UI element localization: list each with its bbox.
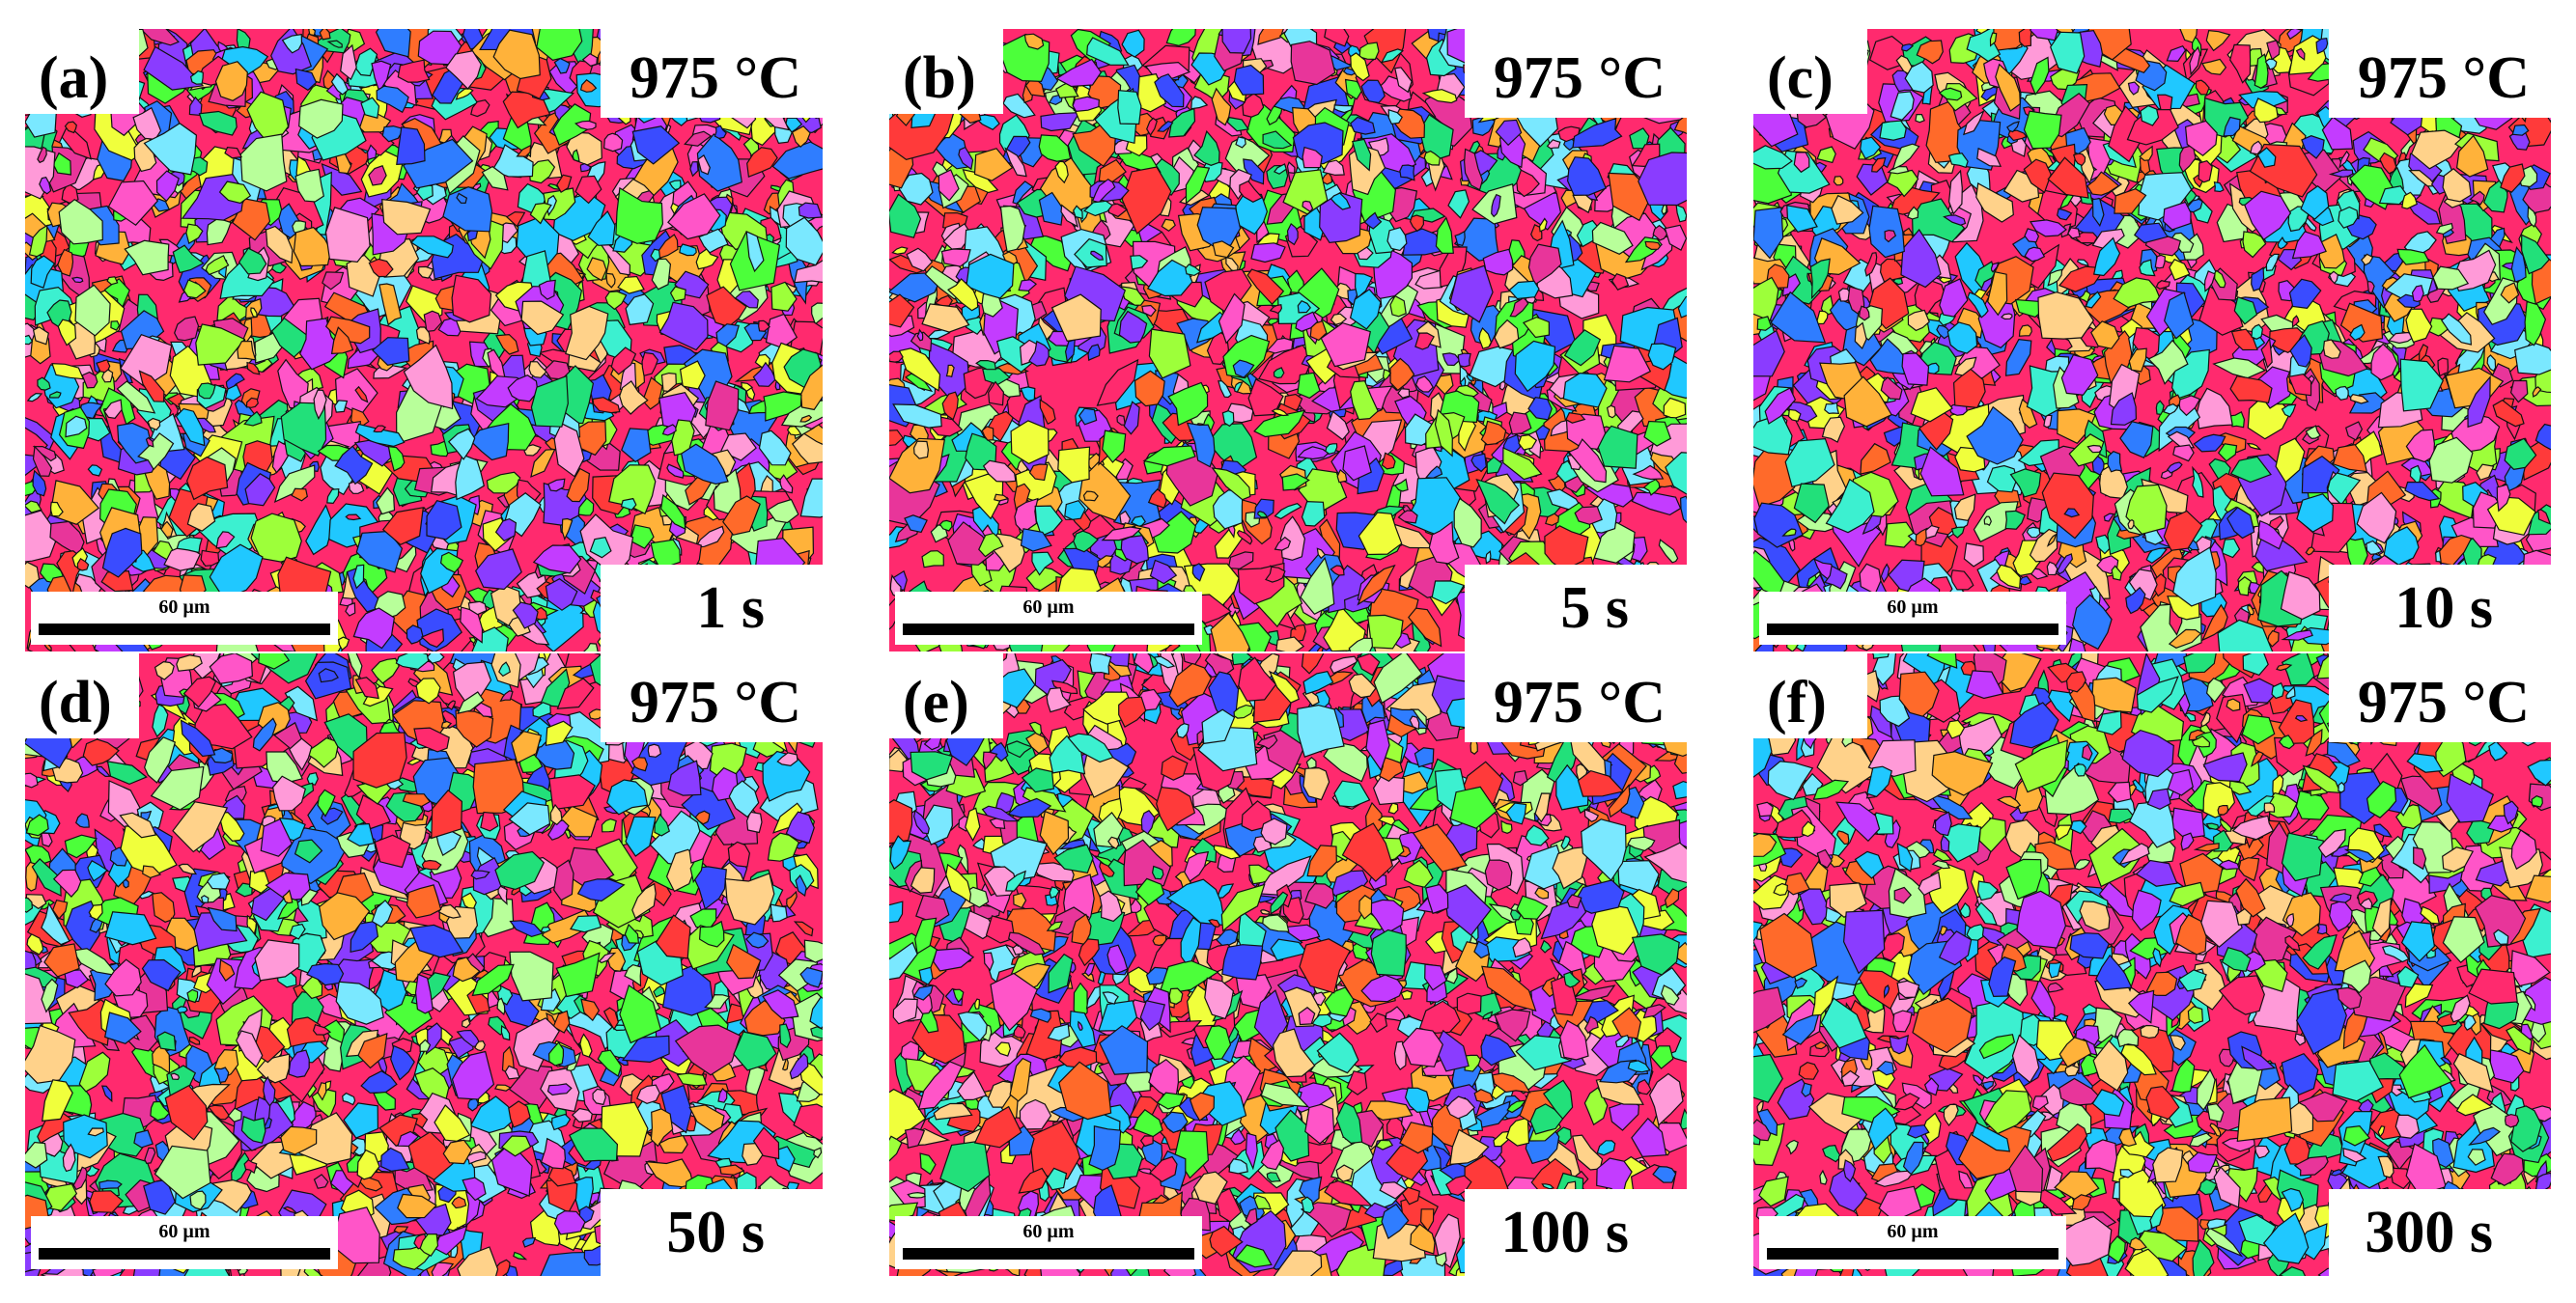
panel-label-c: (c) (1767, 45, 1834, 111)
label-mask-f (1753, 653, 1867, 738)
ebsd-map-f (1753, 653, 2551, 1276)
scale-bar-e: 60 µm (895, 1216, 1202, 1269)
temp-mask-f (2329, 653, 2551, 742)
scale-bar-d: 60 µm (31, 1216, 338, 1269)
ebsd-panel-a: (a) 975 °C 1 s 60 µm (25, 29, 823, 652)
panel-label-e: (e) (903, 670, 969, 735)
temp-mask-c (2329, 29, 2551, 118)
temperature-label-c: 975 °C (2357, 45, 2530, 111)
scale-bar-label-e: 60 µm (1022, 1221, 1075, 1242)
scale-bar-f: 60 µm (1759, 1216, 2066, 1269)
scale-bar-a: 60 µm (31, 592, 338, 645)
scale-bar-line-e (903, 1248, 1194, 1260)
temperature-label-e: 975 °C (1493, 670, 1666, 735)
label-mask-b (889, 29, 1003, 114)
ebsd-panel-b: (b) 975 °C 5 s 60 µm (889, 29, 1687, 652)
time-label-c: 10 s (2394, 575, 2493, 641)
ebsd-map-e (889, 653, 1687, 1276)
time-mask-a (601, 565, 823, 652)
ebsd-panel-e: (e) 975 °C 100 s 60 µm (889, 653, 1687, 1276)
label-mask-c (1753, 29, 1867, 114)
scale-bar-line-a (39, 624, 330, 635)
time-mask-d (601, 1189, 823, 1276)
ebsd-panel-f: (f) 975 °C 300 s 60 µm (1753, 653, 2551, 1276)
time-label-f: 300 s (2365, 1200, 2493, 1265)
temperature-label-a: 975 °C (629, 45, 801, 111)
scale-bar-label-d: 60 µm (158, 1221, 210, 1242)
panel-label-b: (b) (903, 45, 976, 111)
time-mask-f (2329, 1189, 2551, 1276)
scale-bar-line-c (1767, 624, 2058, 635)
scale-bar-line-d (39, 1248, 330, 1260)
scale-bar-b: 60 µm (895, 592, 1202, 645)
time-label-d: 50 s (666, 1200, 765, 1265)
ebsd-panel-d: (d) 975 °C 50 s 60 µm (25, 653, 823, 1276)
temperature-label-b: 975 °C (1493, 45, 1666, 111)
scale-bar-line-b (903, 624, 1194, 635)
label-mask-e (889, 653, 1003, 738)
time-label-b: 5 s (1560, 575, 1629, 641)
scale-bar-label-f: 60 µm (1887, 1221, 1939, 1242)
ebsd-map-d (25, 653, 823, 1276)
panel-label-d: (d) (39, 670, 112, 735)
label-mask-a (25, 29, 139, 114)
ebsd-map-a (25, 29, 823, 652)
scale-bar-label-a: 60 µm (158, 596, 210, 618)
ebsd-panel-c: (c) 975 °C 10 s 60 µm (1753, 29, 2551, 652)
scale-bar-label-c: 60 µm (1887, 596, 1939, 618)
time-mask-b (1465, 565, 1687, 652)
temp-mask-d (601, 653, 823, 742)
time-mask-e (1465, 1189, 1687, 1276)
temp-mask-b (1465, 29, 1687, 118)
label-mask-d (25, 653, 139, 738)
panel-label-f: (f) (1767, 670, 1827, 735)
time-label-e: 100 s (1500, 1200, 1629, 1265)
scale-bar-c: 60 µm (1759, 592, 2066, 645)
ebsd-map-b (889, 29, 1687, 652)
time-label-a: 1 s (696, 575, 765, 641)
temp-mask-a (601, 29, 823, 118)
scale-bar-line-f (1767, 1248, 2058, 1260)
temp-mask-e (1465, 653, 1687, 742)
panel-label-a: (a) (39, 45, 109, 111)
temperature-label-f: 975 °C (2357, 670, 2530, 735)
ebsd-map-c (1753, 29, 2551, 652)
scale-bar-label-b: 60 µm (1022, 596, 1075, 618)
temperature-label-d: 975 °C (629, 670, 801, 735)
time-mask-c (2329, 565, 2551, 652)
